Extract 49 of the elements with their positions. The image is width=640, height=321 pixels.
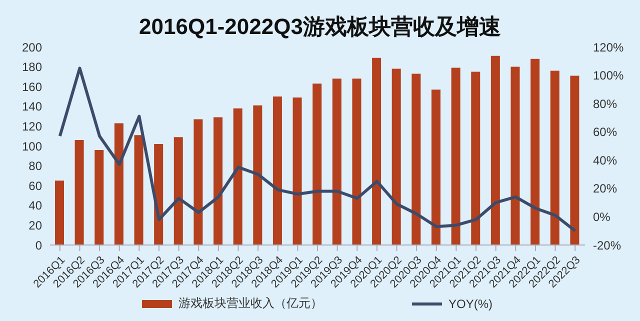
bar (253, 105, 262, 245)
bar (292, 97, 302, 245)
bar (392, 68, 401, 245)
bar (174, 137, 183, 245)
bar (530, 58, 540, 245)
bar (272, 96, 282, 245)
bar (451, 68, 460, 245)
y-tick-label: 200 (22, 40, 42, 54)
bar (372, 58, 382, 245)
bar (352, 78, 362, 245)
bar (490, 56, 500, 245)
y-tick-label: 100 (22, 139, 42, 154)
y-tick-label: 20 (28, 218, 42, 232)
bar (114, 123, 124, 245)
legend-label: 游戏板块营业收入（亿元） (178, 295, 322, 312)
bar (74, 140, 84, 245)
y-tick-label: 80 (28, 159, 42, 174)
y-tick-label: 140 (22, 100, 42, 114)
bar (431, 90, 440, 245)
bar (312, 84, 322, 245)
y-tick-label: 160 (22, 80, 42, 94)
bar (412, 74, 421, 245)
chart-title: 2016Q1-2022Q3游戏板块营收及增速 (138, 13, 502, 41)
legend-label: YOY(%) (448, 296, 492, 310)
bar (332, 78, 342, 245)
y-tick-label: 120 (22, 119, 42, 134)
line-series (58, 66, 577, 232)
bar (550, 70, 560, 245)
y-tick-label: 180 (22, 60, 42, 74)
bar (55, 180, 64, 245)
bar (194, 119, 203, 245)
y2-tick-label: -20% (593, 238, 622, 252)
y2-tick-label: 20% (593, 182, 618, 196)
bar (94, 150, 104, 245)
y2-tick-label: 0% (593, 210, 611, 224)
y-tick-label: 60 (28, 178, 42, 193)
y-tick-label: 40 (28, 198, 42, 213)
bar (510, 66, 520, 245)
bar (570, 76, 580, 245)
y2-tick-label: 40% (593, 153, 618, 168)
bar (214, 117, 223, 245)
bar (471, 72, 480, 245)
y2-tick-label: 60% (593, 125, 618, 140)
y2-tick-label: 120% (593, 40, 624, 54)
bar (134, 135, 144, 245)
y2-tick-label: 80% (593, 96, 618, 111)
y-tick-label: 0 (35, 238, 42, 252)
bar (233, 108, 242, 245)
y2-tick-label: 100% (593, 68, 624, 83)
